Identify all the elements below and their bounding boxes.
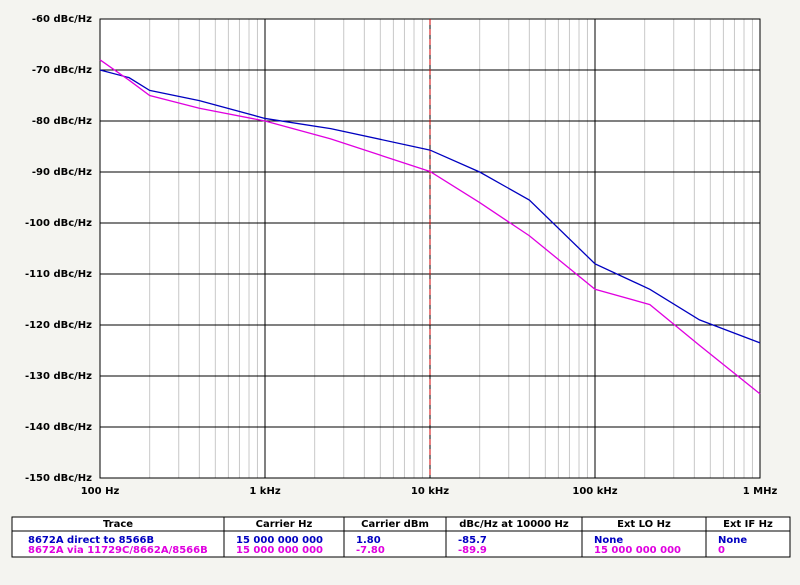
table-cell: -85.7 [458, 535, 487, 546]
legend-entry: 8672A via 11729C/8662A/8566B [28, 545, 208, 556]
table-cell: 0 [718, 545, 725, 556]
legend-entry: 8672A direct to 8566B [28, 535, 154, 546]
x-tick-label: 1 MHz [743, 486, 778, 497]
y-tick-label: -120 dBc/Hz [25, 320, 92, 331]
table-header: dBc/Hz at 10000 Hz [459, 519, 569, 530]
y-tick-label: -100 dBc/Hz [25, 218, 92, 229]
y-tick-label: -80 dBc/Hz [32, 116, 92, 127]
y-tick-label: -70 dBc/Hz [32, 65, 92, 76]
series-line [99, 59, 761, 395]
table-cell: 15 000 000 000 [236, 535, 323, 546]
y-tick-label: -110 dBc/Hz [25, 269, 92, 280]
table-cell: None [718, 535, 747, 546]
x-tick-label: 10 kHz [411, 486, 449, 497]
table-header: Carrier Hz [256, 519, 313, 530]
x-tick-label: 100 Hz [81, 486, 120, 497]
y-tick-label: -150 dBc/Hz [25, 473, 92, 484]
y-tick-label: -60 dBc/Hz [32, 14, 92, 25]
table-header: Ext LO Hz [617, 519, 671, 530]
table-cell: 15 000 000 000 [594, 545, 681, 556]
y-tick-label: -140 dBc/Hz [25, 422, 92, 433]
table-header: Ext IF Hz [723, 519, 773, 530]
table-cell: -7.80 [356, 545, 385, 556]
table-cell: None [594, 535, 623, 546]
table-header: Carrier dBm [361, 519, 429, 530]
table-cell: 15 000 000 000 [236, 545, 323, 556]
x-tick-label: 1 kHz [249, 486, 280, 497]
series-line [99, 69, 761, 344]
table-cell: 1.80 [356, 535, 381, 546]
trace-table [11, 516, 791, 558]
y-tick-label: -130 dBc/Hz [25, 371, 92, 382]
table-header: Trace [103, 519, 133, 530]
y-tick-label: -90 dBc/Hz [32, 167, 92, 178]
table-cell: -89.9 [458, 545, 487, 556]
x-tick-label: 100 kHz [572, 486, 617, 497]
